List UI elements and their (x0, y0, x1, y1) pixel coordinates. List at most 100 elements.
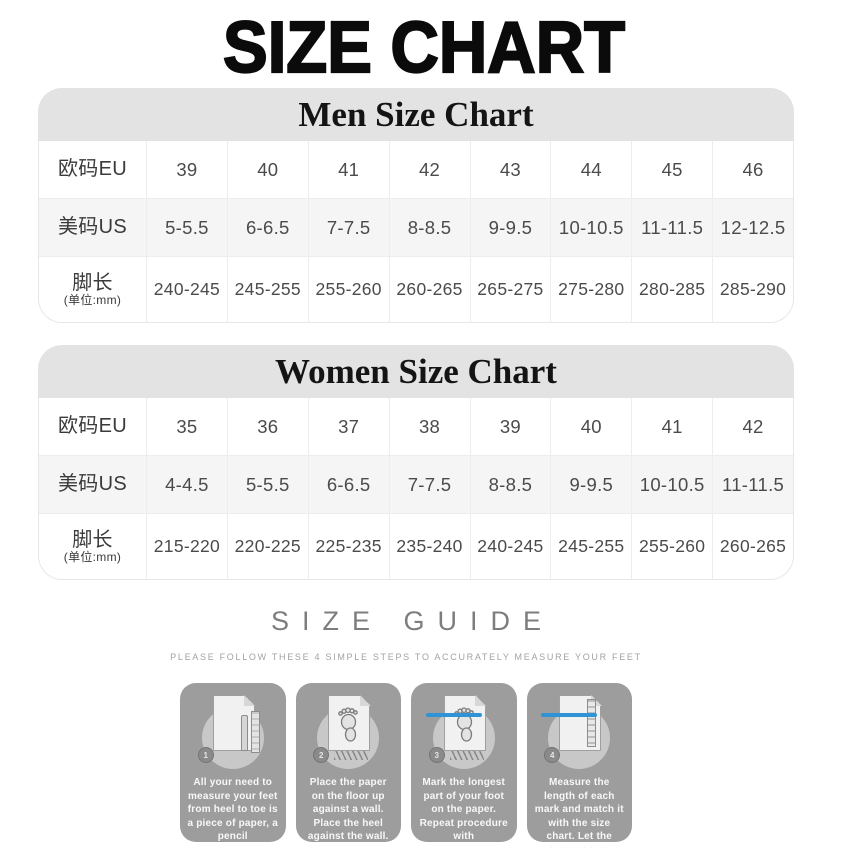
size-cell: 9-9.5 (469, 199, 551, 256)
size-cell: 11-11.5 (712, 456, 793, 513)
size-cell: 5-5.5 (226, 456, 308, 513)
size-cell: 280-285 (631, 257, 712, 322)
size-cell: 265-275 (469, 257, 551, 322)
size-cell: 44 (550, 141, 631, 198)
size-cell: 6-6.5 (226, 199, 308, 256)
size-cell: 45 (631, 141, 712, 198)
row-label: 脚长 (单位:mm) (39, 257, 146, 322)
paper-icon (328, 694, 371, 751)
size-cell: 245-255 (226, 257, 308, 322)
size-cell: 215-220 (146, 514, 227, 579)
ruler-icon (587, 699, 597, 747)
size-guide-title: SIZE GUIDE (270, 606, 555, 636)
paper-icon (559, 694, 602, 751)
size-guide-steps: 1 All your need to measure your feet fro… (180, 683, 632, 848)
step-text: Place the paper on the floor up against … (307, 777, 389, 843)
women-table-body: 欧码EU 35 36 37 38 39 40 41 42 美码US 4-4.5 … (38, 398, 794, 580)
row-label: 美码US (58, 216, 127, 238)
size-cell: 42 (712, 398, 793, 455)
men-footlength-row: 脚长 (单位:mm) 240-245 245-255 255-260 260-2… (39, 256, 793, 322)
size-guide-subtitle: PLEASE FOLLOW THESE 4 SIMPLE STEPS TO AC… (170, 652, 642, 662)
size-cell: 39 (146, 141, 227, 198)
men-us-row: 美码US 5-5.5 6-6.5 7-7.5 8-8.5 9-9.5 10-10… (39, 198, 793, 256)
size-cell: 220-225 (226, 514, 308, 579)
size-cell: 240-245 (469, 514, 551, 579)
mark-line-icon (425, 713, 482, 717)
row-label: 美码US (58, 473, 127, 495)
paper-pencil-ruler-icon: 1 (193, 691, 273, 773)
size-cell: 38 (388, 398, 470, 455)
step-number-badge: 2 (313, 747, 330, 763)
men-table-title: Men Size Chart (38, 88, 794, 141)
pencil-icon (240, 715, 248, 751)
size-cell: 39 (469, 398, 551, 455)
size-cell: 255-260 (307, 257, 389, 322)
size-cell: 46 (712, 141, 793, 198)
footprint-icon (338, 707, 359, 742)
size-cell: 9-9.5 (550, 456, 631, 513)
size-cell: 5-5.5 (146, 199, 227, 256)
women-us-row: 美码US 4-4.5 5-5.5 6-6.5 7-7.5 8-8.5 9-9.5… (39, 455, 793, 513)
size-cell: 225-235 (307, 514, 389, 579)
size-cell: 11-11.5 (631, 199, 712, 256)
paper-icon (212, 694, 256, 751)
step-number-badge: 1 (197, 747, 214, 763)
men-size-table: Men Size Chart 欧码EU 39 40 41 42 43 44 45… (38, 88, 794, 323)
row-label-unit: (单位:mm) (63, 292, 122, 307)
paper-footprint-icon: 2 (308, 691, 388, 773)
row-label: 欧码EU (58, 415, 127, 437)
step-number-badge: 4 (544, 747, 561, 763)
women-footlength-row: 脚长 (单位:mm) 215-220 220-225 225-235 235-2… (39, 513, 793, 579)
paper-footprint-mark-icon: 3 (424, 691, 504, 773)
step-text: Measure the length of each mark and matc… (534, 777, 624, 848)
page-title: SIZE CHART (0, 6, 848, 89)
row-label: 脚长 (单位:mm) (39, 514, 146, 579)
size-cell: 7-7.5 (307, 199, 389, 256)
women-eu-row: 欧码EU 35 36 37 38 39 40 41 42 (39, 398, 793, 455)
size-cell: 8-8.5 (388, 199, 470, 256)
size-cell: 4-4.5 (146, 456, 227, 513)
size-cell: 275-280 (550, 257, 631, 322)
step-text: Mark the longest part of your foot on th… (419, 777, 508, 843)
floor-hatch-icon (334, 751, 369, 760)
size-cell: 41 (631, 398, 712, 455)
row-label-unit: (单位:mm) (63, 549, 122, 564)
row-label-main: 脚长 (72, 528, 113, 551)
size-cell: 40 (226, 141, 308, 198)
size-cell: 10-10.5 (550, 199, 631, 256)
size-guide-section: SIZE GUIDE PLEASE FOLLOW THESE 4 SIMPLE … (146, 606, 666, 848)
size-cell: 40 (550, 398, 631, 455)
size-cell: 245-255 (550, 514, 631, 579)
size-cell: 10-10.5 (631, 456, 712, 513)
size-cell: 235-240 (388, 514, 470, 579)
size-cell: 35 (146, 398, 227, 455)
mark-line-icon (541, 713, 598, 717)
size-cell: 41 (307, 141, 389, 198)
men-table-body: 欧码EU 39 40 41 42 43 44 45 46 美码US 5-5.5 … (38, 141, 794, 323)
guide-step-card-2: 2 Place the paper on the floor up agains… (295, 683, 401, 843)
step-number-badge: 3 (428, 747, 445, 763)
footprint-icon (453, 707, 474, 742)
size-cell: 42 (388, 141, 470, 198)
size-cell: 37 (307, 398, 389, 455)
size-cell: 12-12.5 (712, 199, 793, 256)
row-label-main: 脚长 (72, 271, 113, 294)
paper-ruler-mark-icon: 4 (539, 691, 619, 773)
size-cell: 260-265 (388, 257, 470, 322)
women-size-table: Women Size Chart 欧码EU 35 36 37 38 39 40 … (38, 345, 794, 580)
row-label: 欧码EU (58, 158, 127, 180)
guide-step-card-4: 4 Measure the length of each mark and ma… (526, 683, 632, 848)
page-title-text: SIZE CHART (222, 6, 626, 89)
guide-step-card-3: 3 Mark the longest part of your foot on … (411, 683, 517, 842)
floor-hatch-icon (449, 751, 484, 760)
size-cell: 240-245 (146, 257, 227, 322)
size-cell: 7-7.5 (388, 456, 470, 513)
guide-step-card-1: 1 All your need to measure your feet fro… (180, 683, 286, 842)
size-cell: 43 (469, 141, 551, 198)
size-cell: 36 (226, 398, 308, 455)
women-table-title: Women Size Chart (38, 345, 794, 398)
ruler-icon (250, 711, 260, 753)
size-cell: 260-265 (712, 514, 793, 579)
men-eu-row: 欧码EU 39 40 41 42 43 44 45 46 (39, 141, 793, 198)
size-cell: 255-260 (631, 514, 712, 579)
